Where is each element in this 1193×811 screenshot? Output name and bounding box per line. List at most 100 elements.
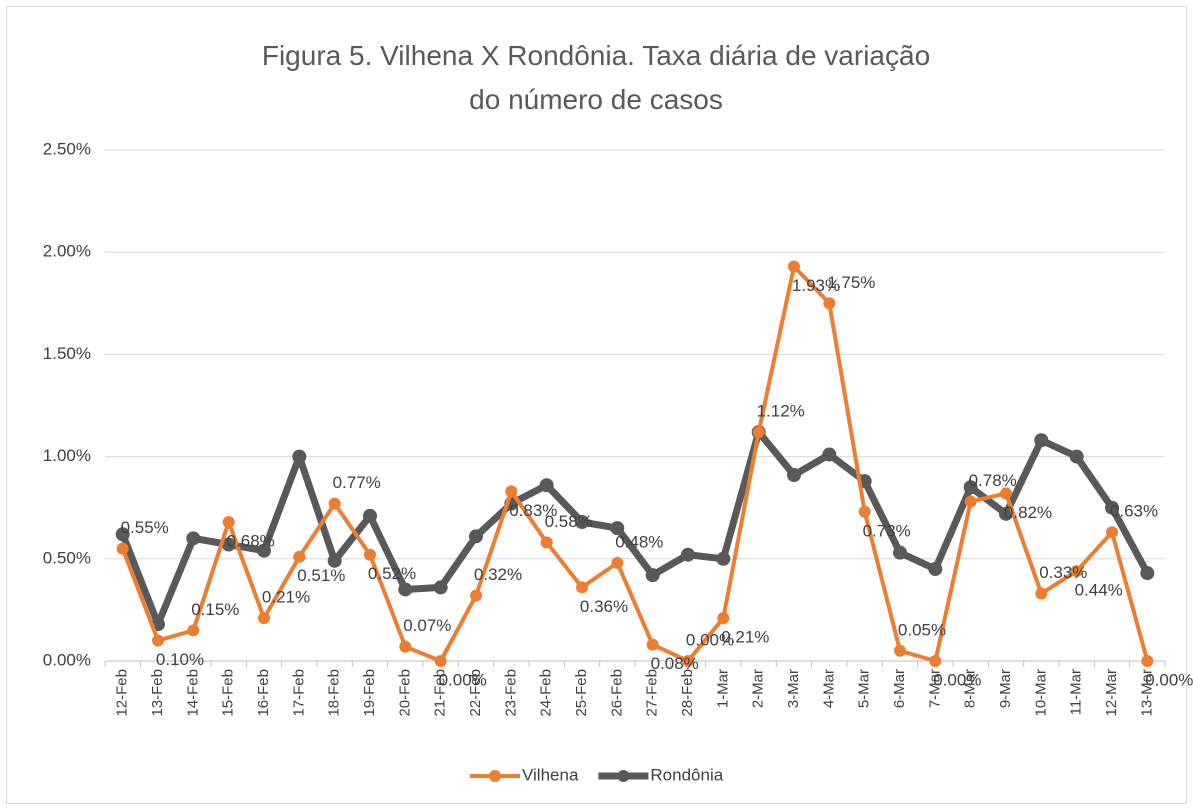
point: [1000, 487, 1012, 500]
x-tick-label: 5-Mar: [856, 669, 873, 708]
legend-label: Vilhena: [522, 765, 579, 784]
data-label: 0.10%: [156, 650, 204, 669]
data-label: 0.33%: [1039, 563, 1087, 582]
point: [292, 449, 307, 464]
data-label: 0.00%: [1145, 670, 1193, 689]
data-label: 0.07%: [403, 616, 451, 635]
point: [328, 497, 341, 510]
point: [610, 521, 625, 536]
point: [221, 537, 236, 552]
x-tick-label: 3-Mar: [785, 669, 802, 708]
data-label: 0.77%: [333, 473, 381, 492]
data-label: 0.73%: [863, 521, 911, 540]
point: [611, 556, 624, 569]
y-tick-label: 0.00%: [43, 650, 91, 669]
data-label: 1.12%: [757, 402, 805, 421]
point: [469, 529, 483, 544]
point: [152, 634, 164, 647]
point: [434, 655, 447, 667]
point: [222, 516, 235, 529]
point: [1140, 566, 1155, 581]
y-tick-label: 0.50%: [43, 548, 91, 567]
chart-title: Figura 5. Vilhena X Rondônia. Taxa diári…: [261, 40, 931, 115]
data-label: 0.15%: [191, 600, 239, 619]
point: [433, 580, 448, 595]
point: [858, 505, 871, 518]
point: [928, 562, 943, 577]
legend-label: Rondônia: [650, 765, 723, 784]
point: [539, 478, 554, 493]
data-label: 0.48%: [615, 532, 663, 551]
point: [399, 640, 412, 653]
point: [1105, 500, 1119, 515]
point: [964, 495, 977, 508]
data-label: 0.83%: [509, 501, 557, 520]
x-tick-label: 15-Feb: [220, 669, 237, 717]
x-tick-label: 12-Feb: [114, 669, 131, 717]
data-label: 0.63%: [1110, 502, 1158, 521]
data-label: 0.32%: [474, 565, 522, 584]
chart-border: [6, 6, 1187, 804]
point: [540, 536, 553, 549]
x-tick-label: 28-Feb: [679, 669, 696, 717]
point: [1141, 655, 1154, 667]
x-tick-label: 22-Feb: [467, 669, 484, 717]
point: [187, 624, 200, 637]
x-tick-label: 2-Mar: [750, 669, 767, 708]
y-tick-label: 1.00%: [43, 446, 91, 465]
data-label: 0.05%: [898, 620, 946, 639]
point: [893, 545, 907, 560]
data-label: 0.21%: [721, 628, 769, 647]
x-tick-label: 4-Mar: [820, 669, 837, 708]
point: [681, 547, 695, 562]
legend-marker: [489, 770, 501, 782]
point: [186, 531, 201, 546]
x-tick-label: 23-Feb: [502, 669, 519, 717]
point: [576, 581, 588, 594]
point: [963, 480, 978, 495]
x-tick-label: 10-Mar: [1032, 669, 1049, 717]
x-tick-label: 14-Feb: [184, 669, 201, 717]
y-tick-label: 2.00%: [43, 242, 91, 261]
x-tick-label: 18-Feb: [326, 669, 343, 717]
point: [327, 553, 342, 568]
point: [115, 527, 130, 542]
point: [257, 543, 271, 558]
data-label: 0.36%: [580, 597, 628, 616]
data-label: 0.00%: [686, 630, 734, 649]
x-tick-label: 7-Mar: [926, 669, 943, 708]
data-label: 0.78%: [969, 471, 1017, 490]
point: [682, 655, 694, 667]
x-tick-label: 6-Mar: [891, 669, 908, 708]
point: [293, 550, 306, 563]
x-tick-label: 24-Feb: [538, 669, 555, 717]
data-label: 1.75%: [827, 273, 875, 292]
data-label: 0.55%: [121, 518, 169, 537]
point: [752, 426, 765, 439]
point: [787, 467, 801, 482]
legend-marker: [617, 770, 630, 782]
x-tick-label: 21-Feb: [432, 669, 449, 717]
point: [717, 612, 730, 625]
data-label: 0.44%: [1075, 581, 1123, 600]
point: [116, 542, 129, 555]
point: [999, 506, 1013, 521]
series-line: [120, 264, 1150, 663]
point: [1106, 526, 1118, 539]
point: [1070, 565, 1083, 578]
x-tick-label: 19-Feb: [361, 669, 378, 717]
point: [1069, 449, 1084, 464]
data-label: 1.93%: [792, 276, 840, 295]
point: [364, 548, 376, 561]
point: [822, 447, 837, 462]
point: [894, 644, 906, 657]
point: [1034, 433, 1049, 448]
x-tick-label: 13-Feb: [149, 669, 166, 717]
point: [929, 655, 942, 667]
data-label: 0.00%: [439, 670, 487, 689]
point: [1035, 587, 1048, 600]
y-tick-label: 1.50%: [43, 344, 91, 363]
x-tick-label: 26-Feb: [608, 669, 625, 717]
